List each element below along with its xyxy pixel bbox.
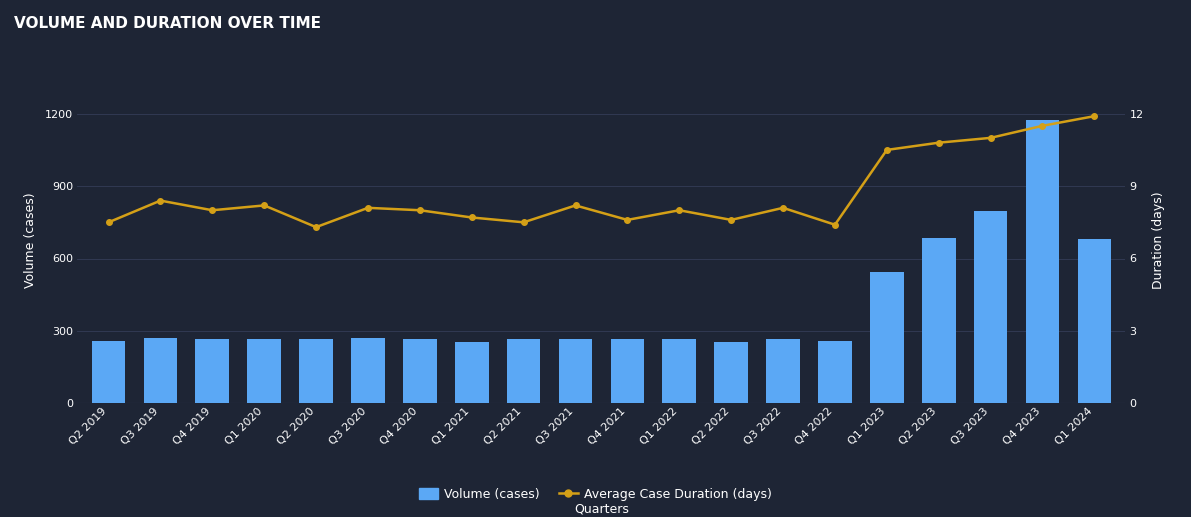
Bar	[662, 339, 697, 403]
Bar	[818, 341, 852, 403]
Bar	[974, 211, 1008, 403]
Y-axis label: Volume (cases): Volume (cases)	[24, 193, 37, 288]
Bar	[715, 342, 748, 403]
Y-axis label: Duration (days): Duration (days)	[1152, 192, 1165, 289]
Bar	[1078, 239, 1111, 403]
Bar	[1025, 120, 1059, 403]
Bar	[455, 342, 488, 403]
Bar	[611, 339, 644, 403]
Bar	[299, 339, 333, 403]
Bar	[559, 339, 592, 403]
Bar	[766, 339, 800, 403]
Text: VOLUME AND DURATION OVER TIME: VOLUME AND DURATION OVER TIME	[14, 16, 322, 31]
Bar	[869, 272, 904, 403]
X-axis label: Quarters: Quarters	[574, 503, 629, 515]
Bar	[403, 339, 437, 403]
Bar	[922, 238, 955, 403]
Bar	[92, 341, 125, 403]
Bar	[351, 338, 385, 403]
Bar	[195, 339, 229, 403]
Legend: Volume (cases), Average Case Duration (days): Volume (cases), Average Case Duration (d…	[414, 482, 777, 506]
Bar	[506, 339, 541, 403]
Bar	[144, 338, 177, 403]
Bar	[248, 339, 281, 403]
